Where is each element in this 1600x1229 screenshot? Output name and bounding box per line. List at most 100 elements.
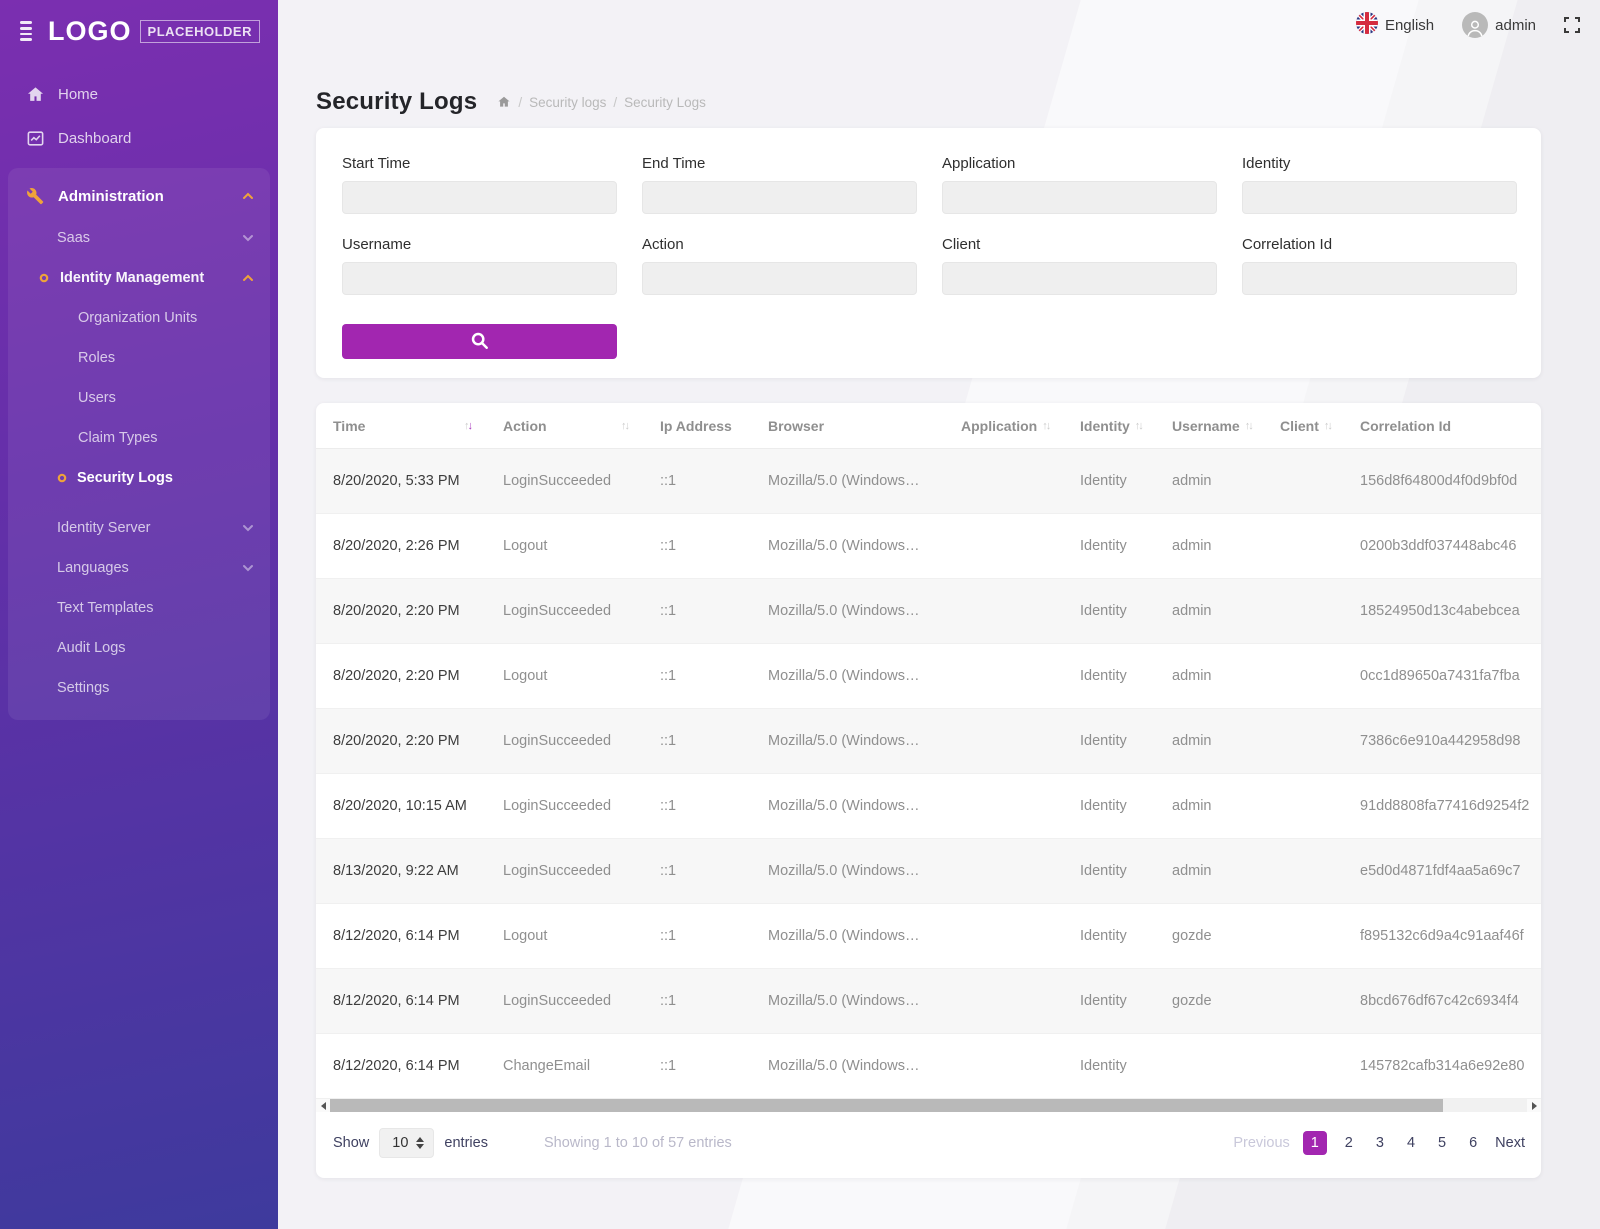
cell-time: 8/20/2020, 2:20 PM [333, 603, 460, 619]
sidebar-item-roles[interactable]: Roles [8, 338, 270, 378]
language-selector[interactable]: English [1355, 12, 1434, 38]
fullscreen-icon[interactable] [1564, 17, 1580, 33]
cell-action: LoginSucceeded [503, 473, 612, 489]
username-label: Username [342, 236, 412, 253]
application-input[interactable] [942, 181, 1217, 214]
start-time-input[interactable] [342, 181, 617, 214]
sidebar-item-label: Identity Server [57, 520, 151, 536]
scrollbar-thumb[interactable] [330, 1099, 1443, 1112]
cell-correlation-id: 145782cafb314a6e92e80 [1360, 1058, 1525, 1074]
chevron-up-icon [242, 192, 254, 200]
pagination-page-3[interactable]: 3 [1375, 1135, 1384, 1151]
pagination-page-4[interactable]: 4 [1406, 1135, 1416, 1151]
end-time-input[interactable] [642, 181, 917, 214]
brand-logo[interactable]: LOGO PLACEHOLDER [48, 16, 260, 47]
scrollbar-track[interactable] [330, 1099, 1527, 1112]
sidebar-item-administration[interactable]: Administration [8, 174, 270, 218]
search-button[interactable] [342, 324, 617, 359]
cell-correlation-id: 156d8f64800d4f0d9bf0d [1360, 473, 1518, 489]
sidebar-item-identity-server[interactable]: Identity Server [8, 508, 270, 548]
page-size-value: 10 [392, 1135, 409, 1151]
column-header-action[interactable]: Action ↑↓ [503, 417, 630, 434]
sidebar-item-security-logs[interactable]: Security Logs [8, 458, 270, 498]
cell-action: LoginSucceeded [503, 603, 612, 619]
sidebar-item-languages[interactable]: Languages [8, 548, 270, 588]
pagination-page-1[interactable]: 1 [1302, 1131, 1327, 1155]
sidebar: LOGO PLACEHOLDER Home Dashboard [0, 0, 278, 1229]
sidebar-item-text-templates[interactable]: Text Templates [8, 588, 270, 628]
sidebar-item-organization-units[interactable]: Organization Units [8, 298, 270, 338]
user-menu[interactable]: admin [1462, 12, 1536, 38]
filter-field-application: Application [942, 155, 1217, 214]
cell-time: 8/20/2020, 10:15 AM [333, 798, 467, 814]
sidebar-item-saas[interactable]: Saas [8, 218, 270, 258]
up-down-arrows-icon: ↑↓ [1323, 419, 1333, 432]
wrench-icon [25, 186, 45, 206]
cell-action: LoginSucceeded [503, 733, 612, 749]
uk-flag-icon [1355, 12, 1378, 38]
menu-toggle-icon[interactable] [20, 21, 33, 41]
correlation-id-label: Correlation Id [1242, 236, 1333, 253]
pagination-page-2[interactable]: 2 [1344, 1135, 1353, 1151]
filter-field-identity: Identity [1242, 155, 1517, 214]
sidebar-item-claim-types[interactable]: Claim Types [8, 418, 270, 458]
horizontal-scrollbar [316, 1099, 1541, 1112]
home-icon[interactable] [497, 95, 511, 109]
scroll-right-arrow[interactable] [1527, 1099, 1541, 1112]
sidebar-item-label: Organization Units [78, 310, 198, 326]
table-row: 8/13/2020, 9:22 AM LoginSucceeded ::1 Mo… [316, 839, 1541, 904]
cell-username: admin [1172, 603, 1212, 619]
column-header-time[interactable]: Time ↑↓ [333, 417, 473, 434]
sidebar-header: LOGO PLACEHOLDER [0, 0, 278, 62]
client-input[interactable] [942, 262, 1217, 295]
sidebar-item-label: Administration [58, 187, 164, 205]
pagination-next[interactable]: Next [1495, 1135, 1525, 1151]
column-header-application[interactable]: Application ↑↓ [961, 417, 1051, 434]
pagination-page-6[interactable]: 6 [1469, 1135, 1478, 1151]
action-input[interactable] [642, 262, 917, 295]
cell-identity: Identity [1080, 733, 1127, 749]
cell-time: 8/12/2020, 6:14 PM [333, 1058, 460, 1074]
cell-correlation-id: 0cc1d89650a7431fa7fba [1360, 668, 1520, 684]
sidebar-item-settings[interactable]: Settings [8, 668, 270, 708]
sidebar-item-label: Users [78, 390, 116, 406]
table-row: 8/12/2020, 6:14 PM ChangeEmail ::1 Mozil… [316, 1034, 1541, 1099]
cell-ip-address: ::1 [660, 798, 677, 814]
cell-browser: Mozilla/5.0 (Windows… [768, 1058, 920, 1074]
up-down-arrows-icon: ↑↓ [1042, 419, 1051, 432]
column-header-identity[interactable]: Identity ↑↓ [1080, 417, 1144, 434]
sidebar-item-dashboard[interactable]: Dashboard [0, 116, 278, 160]
filter-field-client: Client [942, 236, 1217, 295]
cell-browser: Mozilla/5.0 (Windows… [768, 993, 920, 1009]
cell-time: 8/20/2020, 2:20 PM [333, 668, 460, 684]
filter-field-start-time: Start Time [342, 155, 617, 214]
sidebar-item-label: Saas [57, 230, 91, 246]
pagination-page-5[interactable]: 5 [1438, 1135, 1447, 1151]
table-row: 8/20/2020, 2:26 PM Logout ::1 Mozilla/5.… [316, 514, 1541, 579]
scroll-left-arrow[interactable] [316, 1099, 330, 1112]
cell-identity: Identity [1080, 538, 1127, 554]
column-header-username[interactable]: Username ↑↓ [1172, 417, 1253, 434]
filter-field-action: Action [642, 236, 917, 295]
identity-input[interactable] [1242, 181, 1517, 214]
end-time-label: End Time [642, 155, 706, 172]
cell-identity: Identity [1080, 993, 1127, 1009]
action-label: Action [642, 236, 684, 253]
sidebar-item-label: Claim Types [78, 430, 158, 446]
sidebar-item-label: Identity Management [60, 270, 205, 286]
cell-time: 8/20/2020, 2:20 PM [333, 733, 460, 749]
sidebar-item-audit-logs[interactable]: Audit Logs [8, 628, 270, 668]
pagination-previous[interactable]: Previous [1233, 1135, 1290, 1151]
correlation-id-input[interactable] [1242, 262, 1517, 295]
topbar: English admin [278, 0, 1600, 50]
sidebar-item-home[interactable]: Home [0, 72, 278, 116]
cell-browser: Mozilla/5.0 (Windows… [768, 798, 920, 814]
breadcrumb-item[interactable]: Security logs [529, 94, 607, 110]
column-header-client[interactable]: Client ↑↓ [1280, 417, 1333, 434]
sidebar-item-identity-management[interactable]: Identity Management [8, 258, 270, 298]
table-footer: Show 10 entries Showing 1 to 10 of 57 en… [316, 1112, 1541, 1174]
sidebar-item-users[interactable]: Users [8, 378, 270, 418]
username-input[interactable] [342, 262, 617, 295]
page-size-select[interactable]: 10 [379, 1128, 435, 1158]
